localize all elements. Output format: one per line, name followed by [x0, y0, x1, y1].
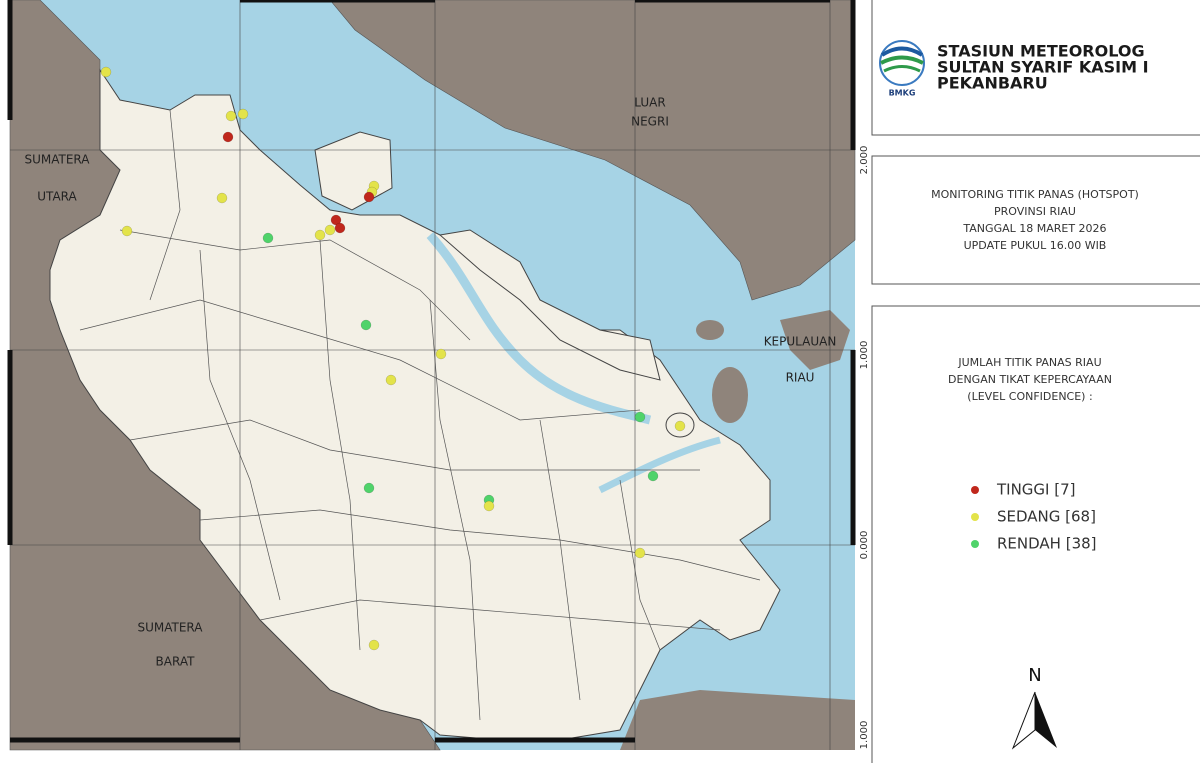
hotspot — [360, 319, 372, 331]
legend-swatch — [971, 513, 979, 521]
region-label: RIAU — [786, 371, 815, 385]
title-line: SULTAN SYARIF KASIM I — [937, 58, 1149, 77]
hotspot — [237, 108, 249, 120]
hotspot — [363, 191, 375, 203]
land-kepri — [780, 310, 850, 370]
hotspot — [324, 224, 336, 236]
header-title: STASIUN METEOROLOG SULTAN SYARIF KASIM I… — [937, 42, 1149, 93]
hotspot — [385, 374, 397, 386]
coords: 2.000 1.000 0.000 1.000 — [859, 146, 870, 750]
info-line: PROVINSI RIAU — [994, 205, 1076, 218]
hotspot — [216, 192, 228, 204]
legend-title: DENGAN TIKAT KEPERCAYAAN — [948, 373, 1112, 386]
hotspot — [435, 348, 447, 360]
legend-box — [871, 305, 1200, 763]
hotspot — [634, 411, 646, 423]
legend-title: JUMLAH TITIK PANAS RIAU — [957, 356, 1101, 369]
map: SUMATERA UTARA SUMATERA BARAT LUAR NEGRI… — [7, 0, 856, 751]
hotspot — [483, 500, 495, 512]
info-line: TANGGAL 18 MARET 2026 — [962, 222, 1106, 235]
island — [696, 320, 724, 340]
legend-title: (LEVEL CONFIDENCE) : — [967, 390, 1092, 403]
legend-label: TINGGI [7] — [996, 481, 1076, 499]
region-label: NEGRI — [631, 115, 669, 129]
hotspot — [314, 229, 326, 241]
info-line: UPDATE PUKUL 16.00 WIB — [964, 239, 1107, 252]
land-south — [620, 690, 855, 750]
coord-label: 2.000 — [859, 146, 870, 175]
graticule — [10, 0, 855, 750]
coord-label: 1.000 — [859, 341, 870, 370]
north-arrow — [1011, 691, 1036, 750]
hotspot — [222, 131, 234, 143]
hotspot — [225, 110, 237, 122]
legend: TINGGI [7] SEDANG [68] RENDAH [38] — [971, 481, 1097, 553]
region-label: UTARA — [37, 190, 77, 204]
region-label: KEPULAUAN — [764, 335, 837, 349]
logo: BMKG — [879, 40, 925, 98]
hotspots — [100, 66, 686, 651]
legend-swatch — [971, 540, 979, 548]
title-line: PEKANBARU — [937, 74, 1048, 93]
region-label: BARAT — [156, 655, 196, 669]
logo-text: BMKG — [889, 89, 916, 98]
header-box — [871, 0, 1200, 136]
river — [598, 436, 721, 494]
island — [712, 367, 748, 423]
hotspot — [334, 222, 346, 234]
region-label: LUAR — [634, 96, 665, 110]
island-bengkalis — [438, 229, 661, 381]
hotspot — [647, 470, 659, 482]
coord-label: 1.000 — [859, 721, 870, 750]
legend-swatch — [971, 486, 979, 494]
title-line: STASIUN METEOROLOG — [937, 42, 1145, 61]
legend-label: RENDAH [38] — [997, 535, 1097, 553]
frame — [7, 0, 856, 743]
hotspot — [121, 225, 133, 237]
river — [426, 232, 652, 425]
hotspot — [363, 482, 375, 494]
region-label: SUMATERA — [24, 153, 90, 167]
districts — [79, 109, 761, 721]
panel — [871, 0, 1200, 763]
riau-province — [49, 68, 781, 741]
hotspot — [262, 232, 274, 244]
legend-label: SEDANG [68] — [997, 508, 1096, 526]
hotspot — [634, 547, 646, 559]
region-label: SUMATERA — [137, 621, 203, 635]
hotspot — [674, 420, 686, 432]
hotspot — [368, 639, 380, 651]
north-arrow — [1035, 692, 1057, 748]
info-line: MONITORING TITIK PANAS (HOTSPOT) — [931, 188, 1139, 201]
info-box — [871, 155, 1200, 285]
hotspot — [100, 66, 112, 78]
north-label: N — [1028, 665, 1041, 686]
coord-label: 0.000 — [859, 531, 870, 560]
